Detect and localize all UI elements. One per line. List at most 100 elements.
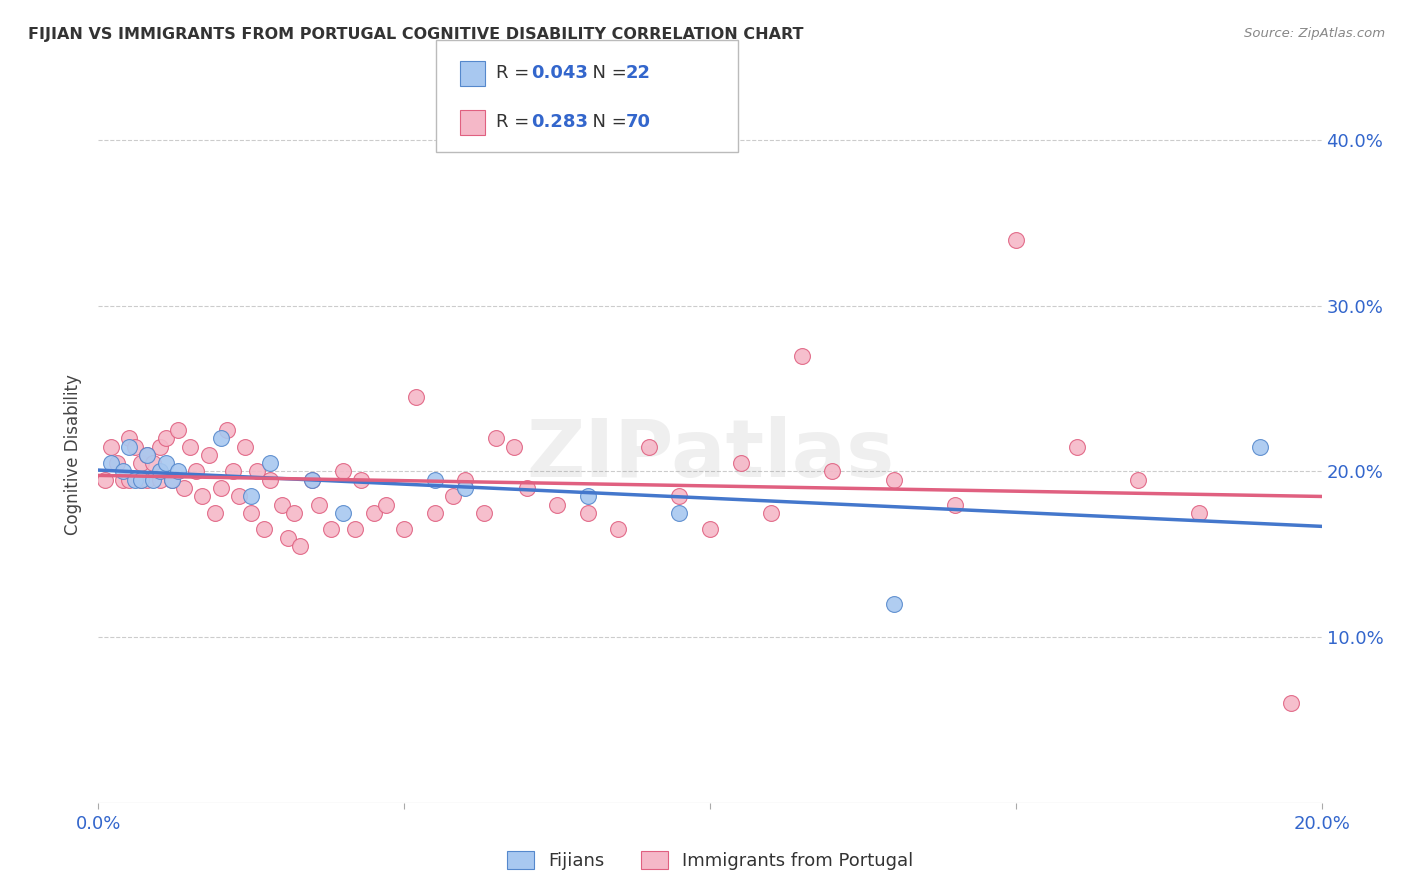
Point <box>1066 440 1088 454</box>
Point <box>277 531 299 545</box>
Point <box>167 465 190 479</box>
Point <box>516 481 538 495</box>
Point <box>259 473 281 487</box>
Point <box>191 489 214 503</box>
Point <box>759 506 782 520</box>
Point <box>228 489 250 503</box>
Text: Source: ZipAtlas.com: Source: ZipAtlas.com <box>1244 27 1385 40</box>
Point <box>290 539 312 553</box>
Point <box>186 465 208 479</box>
Point <box>129 473 152 487</box>
Point <box>883 473 905 487</box>
Point <box>142 456 165 470</box>
Point <box>149 465 172 479</box>
Point <box>283 506 305 520</box>
Point <box>155 431 177 445</box>
Point <box>270 498 292 512</box>
Point <box>118 440 141 454</box>
Point <box>100 456 122 470</box>
Point <box>1188 506 1211 520</box>
Point <box>111 473 134 487</box>
Point <box>350 473 373 487</box>
Point <box>1249 440 1271 454</box>
Text: ZIPatlas: ZIPatlas <box>526 416 894 494</box>
Point <box>118 473 141 487</box>
Text: FIJIAN VS IMMIGRANTS FROM PORTUGAL COGNITIVE DISABILITY CORRELATION CHART: FIJIAN VS IMMIGRANTS FROM PORTUGAL COGNI… <box>28 27 804 42</box>
Text: R =: R = <box>496 64 536 82</box>
Point <box>129 456 152 470</box>
Point <box>503 440 526 454</box>
Point <box>668 506 690 520</box>
Point <box>149 440 172 454</box>
Text: 70: 70 <box>626 113 651 131</box>
Point <box>454 473 477 487</box>
Point <box>821 465 844 479</box>
Point <box>160 473 183 487</box>
Point <box>124 473 146 487</box>
Point <box>423 473 446 487</box>
Point <box>111 465 134 479</box>
Point <box>246 465 269 479</box>
Point <box>332 506 354 520</box>
Point <box>454 481 477 495</box>
Point <box>423 506 446 520</box>
Point <box>1004 233 1026 247</box>
Point <box>105 456 128 470</box>
Point <box>441 489 464 503</box>
Point <box>405 390 427 404</box>
Point <box>149 473 172 487</box>
Point <box>259 456 281 470</box>
Text: R =: R = <box>496 113 536 131</box>
Point <box>301 473 323 487</box>
Point <box>883 597 905 611</box>
Point <box>240 489 263 503</box>
Point <box>607 523 630 537</box>
Point <box>167 423 190 437</box>
Point <box>485 431 508 445</box>
Text: N =: N = <box>581 64 633 82</box>
Point <box>637 440 661 454</box>
Point <box>1128 473 1150 487</box>
Y-axis label: Cognitive Disability: Cognitive Disability <box>65 375 83 535</box>
Point <box>576 506 599 520</box>
Point <box>943 498 966 512</box>
Point <box>179 440 201 454</box>
Point <box>155 456 177 470</box>
Point <box>790 349 813 363</box>
Text: 22: 22 <box>626 64 651 82</box>
Point <box>699 523 721 537</box>
Point <box>136 448 159 462</box>
Point <box>129 473 152 487</box>
Point <box>668 489 690 503</box>
Point <box>332 465 354 479</box>
Point <box>197 448 219 462</box>
Point <box>392 523 416 537</box>
Point <box>124 440 146 454</box>
Legend: Fijians, Immigrants from Portugal: Fijians, Immigrants from Portugal <box>499 844 921 877</box>
Point <box>546 498 568 512</box>
Point <box>308 498 330 512</box>
Point <box>240 506 263 520</box>
Text: 0.283: 0.283 <box>531 113 589 131</box>
Point <box>136 448 159 462</box>
Point <box>730 456 752 470</box>
Point <box>576 489 599 503</box>
Point <box>118 431 141 445</box>
Point <box>344 523 367 537</box>
Point <box>472 506 495 520</box>
Point <box>374 498 396 512</box>
Point <box>142 473 165 487</box>
Point <box>233 440 256 454</box>
Point <box>301 473 323 487</box>
Point <box>136 473 159 487</box>
Point <box>1279 697 1302 711</box>
Point <box>204 506 226 520</box>
Point <box>215 423 238 437</box>
Point <box>160 473 183 487</box>
Point <box>209 481 232 495</box>
Point <box>319 523 342 537</box>
Point <box>222 465 245 479</box>
Point <box>252 523 274 537</box>
Point <box>100 440 122 454</box>
Point <box>209 431 232 445</box>
